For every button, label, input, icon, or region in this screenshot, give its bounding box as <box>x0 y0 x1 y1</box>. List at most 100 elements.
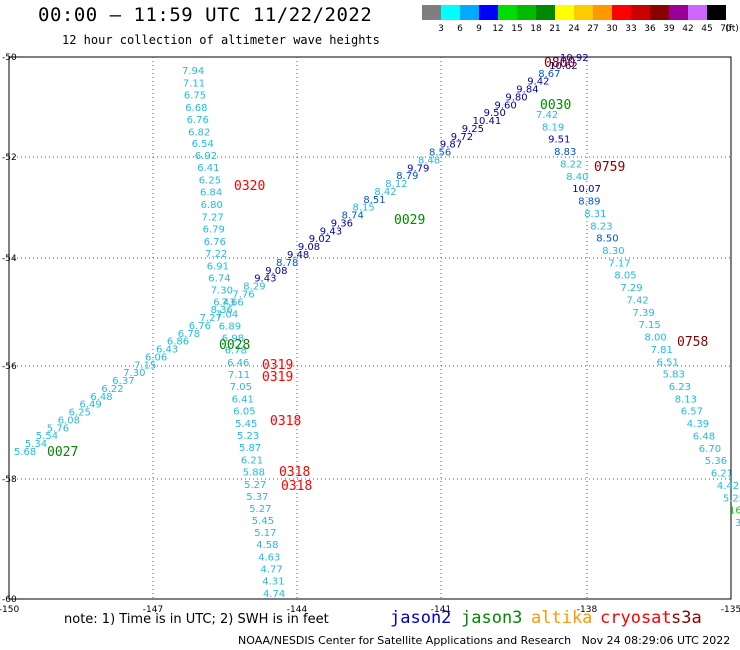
track-a-swh-value: 6.76 <box>189 321 211 332</box>
track-b-swh-value: 8.89 <box>578 197 600 208</box>
track-b-swh-value: 8.13 <box>675 394 697 405</box>
time-label-s3a: 0758 <box>677 335 708 350</box>
track-a-swh-value: 7.15 <box>134 360 156 371</box>
track-b-swh-value: 7.39 <box>633 308 655 319</box>
time-label-cryosat: 0318 <box>279 465 310 480</box>
track-c-swh-value: 6.74 <box>208 274 230 285</box>
track-a-swh-value: 6.22 <box>101 384 123 395</box>
track-a-swh-value: 9.08 <box>298 242 320 253</box>
track-c-swh-value: 4.74 <box>263 589 285 600</box>
track-a-swh-value: 10.62 <box>549 61 578 72</box>
track-c-swh-value: 7.30 <box>211 286 233 297</box>
color-scale-label: 36 <box>644 24 656 34</box>
time-label-cryosat: 0319 <box>262 370 293 385</box>
track-c-swh-value: 6.84 <box>200 188 222 199</box>
page-title: 00:00 – 11:59 UTC 11/22/2022 <box>38 4 373 26</box>
track-c-swh-value: 7.11 <box>228 370 250 381</box>
track-c-swh-value: 6.75 <box>184 91 206 102</box>
track-a-swh-value: 9.36 <box>331 219 353 230</box>
track-c-swh-value: 6.05 <box>233 407 255 418</box>
time-label-cryosat: 0320 <box>234 179 265 194</box>
track-c-swh-value: 5.27 <box>244 480 266 491</box>
track-a-swh-value: 6.43 <box>156 345 178 356</box>
time-label-jason3: 0028 <box>219 338 250 353</box>
color-swatch-36 <box>631 5 650 20</box>
track-a-swh-value: 6.25 <box>69 408 91 419</box>
track-a-swh-value: 6.37 <box>112 376 134 387</box>
color-swatch-30 <box>593 5 612 20</box>
satellite-legend-s3a: s3a <box>671 608 702 628</box>
track-b-swh-value: 8.31 <box>584 209 606 220</box>
color-swatch-9 <box>460 5 479 20</box>
track-a-swh-value: 10.41 <box>473 116 502 127</box>
track-a-swh-value: 5.76 <box>47 423 69 434</box>
track-a-swh-value: 9.50 <box>484 108 506 119</box>
track-a-swh-value: 6.86 <box>167 337 189 348</box>
track-b-swh-value: 7.29 <box>620 283 642 294</box>
lat-tick-label: -56 <box>2 362 17 372</box>
track-a-swh-value: 8.56 <box>429 148 451 159</box>
color-scale-label: 33 <box>625 24 637 34</box>
track-c-swh-value: 7.27 <box>202 212 224 223</box>
color-scale-label: 9 <box>476 24 482 34</box>
track-a-swh-value: 9.48 <box>287 250 309 261</box>
track-c-swh-value: 6.41 <box>232 394 254 405</box>
track-c-swh-value: 7.05 <box>230 382 252 393</box>
map-frame <box>8 56 732 600</box>
track-a-swh-value: 6.08 <box>58 416 80 427</box>
lat-tick-label: -58 <box>2 475 17 485</box>
track-c-swh-value: 6.91 <box>207 261 229 272</box>
track-c-swh-value: 6.43 <box>213 298 235 309</box>
track-a-swh-value: 7.30 <box>123 368 145 379</box>
track-a-swh-value: 7.66 <box>222 297 244 308</box>
track-c-swh-value: 6.54 <box>192 139 214 150</box>
track-c-swh-value: 5.88 <box>243 468 265 479</box>
lon-tick-label: -138 <box>577 605 598 615</box>
color-swatch-70 <box>707 5 726 20</box>
track-b-swh-value: 9.51 <box>548 135 570 146</box>
time-label-s3a: 0759 <box>594 160 625 175</box>
track-c-swh-value: 6.79 <box>203 225 225 236</box>
track-b-swh-value: 7.42 <box>627 296 649 307</box>
color-scale-label: 70 <box>720 24 732 34</box>
track-b-swh-value: 6.70 <box>699 444 721 455</box>
track-a-swh-value: 9.79 <box>407 163 429 174</box>
track-c-swh-value: 6.25 <box>199 175 221 186</box>
page-subtitle: 12 hour collection of altimeter wave hei… <box>62 33 380 47</box>
track-b-swh-value: 8.19 <box>542 122 564 133</box>
track-c-swh-value: 6.76 <box>204 237 226 248</box>
track-a-swh-value: 9.08 <box>265 266 287 277</box>
track-a-swh-value: 8.79 <box>396 171 418 182</box>
track-a-swh-value: 6.49 <box>80 400 102 411</box>
note-text: note: 1) Time is in UTC; 2) SWH is in fe… <box>64 612 329 627</box>
track-b-swh-value: 8.05 <box>614 271 636 282</box>
track-b-swh-value: 8.40 <box>566 172 588 183</box>
track-a-swh-value: 8.36 <box>211 305 233 316</box>
track-b-swh-value: 6.51 <box>657 357 679 368</box>
track-c-swh-value: 6.89 <box>219 322 241 333</box>
track-a-swh-value: 9.42 <box>527 77 549 88</box>
track-c-swh-value: 6.76 <box>187 115 209 126</box>
color-swatch-12 <box>479 5 498 20</box>
track-c-swh-value: 5.27 <box>249 504 271 515</box>
color-swatch-33 <box>612 5 631 20</box>
track-c-swh-value: 5.37 <box>246 492 268 503</box>
track-a-swh-value: 7.27 <box>200 313 222 324</box>
track-c-swh-value: 4.31 <box>262 577 284 588</box>
lon-tick-label: -150 <box>0 605 19 615</box>
track-b-swh-value: 7.15 <box>639 320 661 331</box>
track-b-swh-value: 16. <box>729 506 740 517</box>
lat-tick-label: -54 <box>2 254 17 264</box>
track-c-swh-value: 5.23 <box>237 431 259 442</box>
color-swatch-18 <box>517 5 536 20</box>
color-scale-label: 3 <box>438 24 444 34</box>
track-c-swh-value: 6.46 <box>227 358 249 369</box>
color-scale-label: 27 <box>587 24 599 34</box>
track-b-swh-value: 4.39 <box>687 419 709 430</box>
track-a-swh-value: 8.74 <box>342 211 364 222</box>
color-swatch-42 <box>669 5 688 20</box>
lat-tick-label: -50 <box>2 53 17 63</box>
track-b-swh-value: 5.83 <box>663 370 685 381</box>
time-label-s3a: 0800 <box>544 56 575 71</box>
color-swatch-15 <box>498 5 517 20</box>
